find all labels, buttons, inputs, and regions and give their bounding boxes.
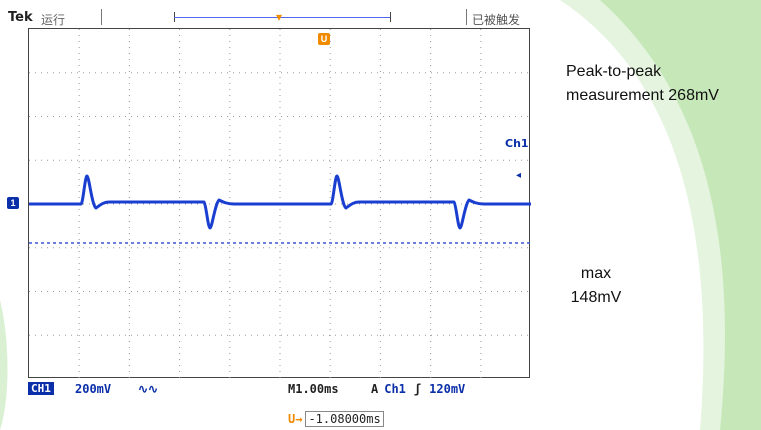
header-divider [101,9,102,25]
bandwidth-limit-icon: ∿∿ [138,382,159,396]
ch1-ground-marker: 1 [7,197,19,209]
scope-status-bar: CH1 200mV ∿∿ M1.00ms A Ch1 ʃ 120mV [28,382,533,398]
waveform-display [29,29,531,379]
trigger-position-marker: ▾ [276,10,283,24]
volts-per-div: 200mV [75,382,112,396]
scope-graticule [28,28,531,379]
scope-header: Tek 运行 ▾ 已被触发 [6,8,536,30]
horizontal-position-icon: U→ [288,412,303,426]
run-status: 运行 [41,13,66,27]
trigger-level-arrow-icon: ◂ [516,170,522,181]
trigger-status: 已被触发 [472,13,521,27]
timebase-prefix: M [288,382,296,396]
horizontal-position: U→ -1.08000ms [288,411,384,428]
max-value: 148mV [570,289,622,306]
trigger-info: A Ch1 ʃ 120mV [371,382,465,396]
ch1-waveform-trace [29,174,531,230]
trigger-source: Ch1 [384,382,406,396]
timebase-value: 1.00ms [295,382,339,396]
trigger-slope-icon: ʃ [413,382,422,396]
peak-to-peak-annotation: Peak-to-peak measurement 268mV [566,63,719,104]
channel-badge: CH1 [28,382,54,395]
max-annotation: max 148mV [556,262,636,310]
header-divider [466,9,467,25]
brand-logo: Tek [8,10,33,25]
timebase-readout: M1.00ms [288,382,339,396]
record-length-bar [174,17,390,18]
trigger-channel-label: Ch1 [505,137,529,150]
max-label: max [580,265,612,282]
horizontal-position-value: -1.08000ms [305,411,384,427]
trigger-time-marker: U [318,33,330,45]
trigger-mode: A [371,382,379,396]
trigger-level: 120mV [429,382,466,396]
